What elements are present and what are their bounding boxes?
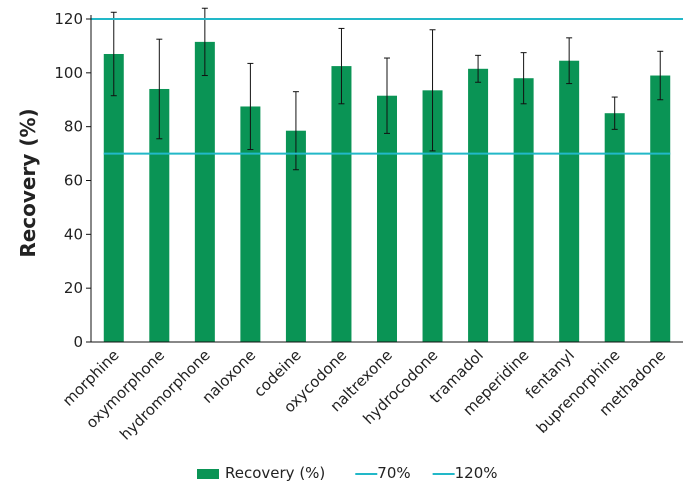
legend-swatch-Recovery (%): [197, 469, 219, 479]
bar-buprenorphine: [604, 113, 625, 342]
y-axis-title: Recovery (%): [16, 108, 40, 257]
legend-label-120%: 120%: [455, 464, 498, 482]
y-tick-label-20: 20: [64, 279, 83, 297]
bar-codeine: [285, 130, 306, 342]
bar-morphine: [103, 53, 124, 342]
y-tick-label-0: 0: [73, 333, 83, 351]
legend-label-70%: 70%: [377, 464, 410, 482]
bar-methadone: [650, 75, 671, 343]
bar-fentanyl: [559, 60, 580, 343]
y-tick-label-100: 100: [54, 64, 83, 82]
bar-naltrexone: [377, 95, 397, 343]
y-tick-label-60: 60: [64, 172, 83, 190]
y-tick-label-40: 40: [64, 225, 83, 243]
y-tick-label-120: 120: [54, 10, 83, 28]
bar-tramadol: [468, 68, 489, 342]
y-tick-label-80: 80: [64, 118, 83, 136]
bar-naloxone: [240, 106, 261, 343]
x-category-label-oxymorphone: oxymorphone: [82, 346, 168, 432]
bar-meperidine: [513, 78, 534, 342]
bar-hydromorphone: [194, 41, 215, 343]
legend-label-Recovery (%): Recovery (%): [225, 464, 325, 482]
bar-oxycodone: [331, 66, 352, 343]
bar-oxymorphone: [149, 88, 170, 342]
